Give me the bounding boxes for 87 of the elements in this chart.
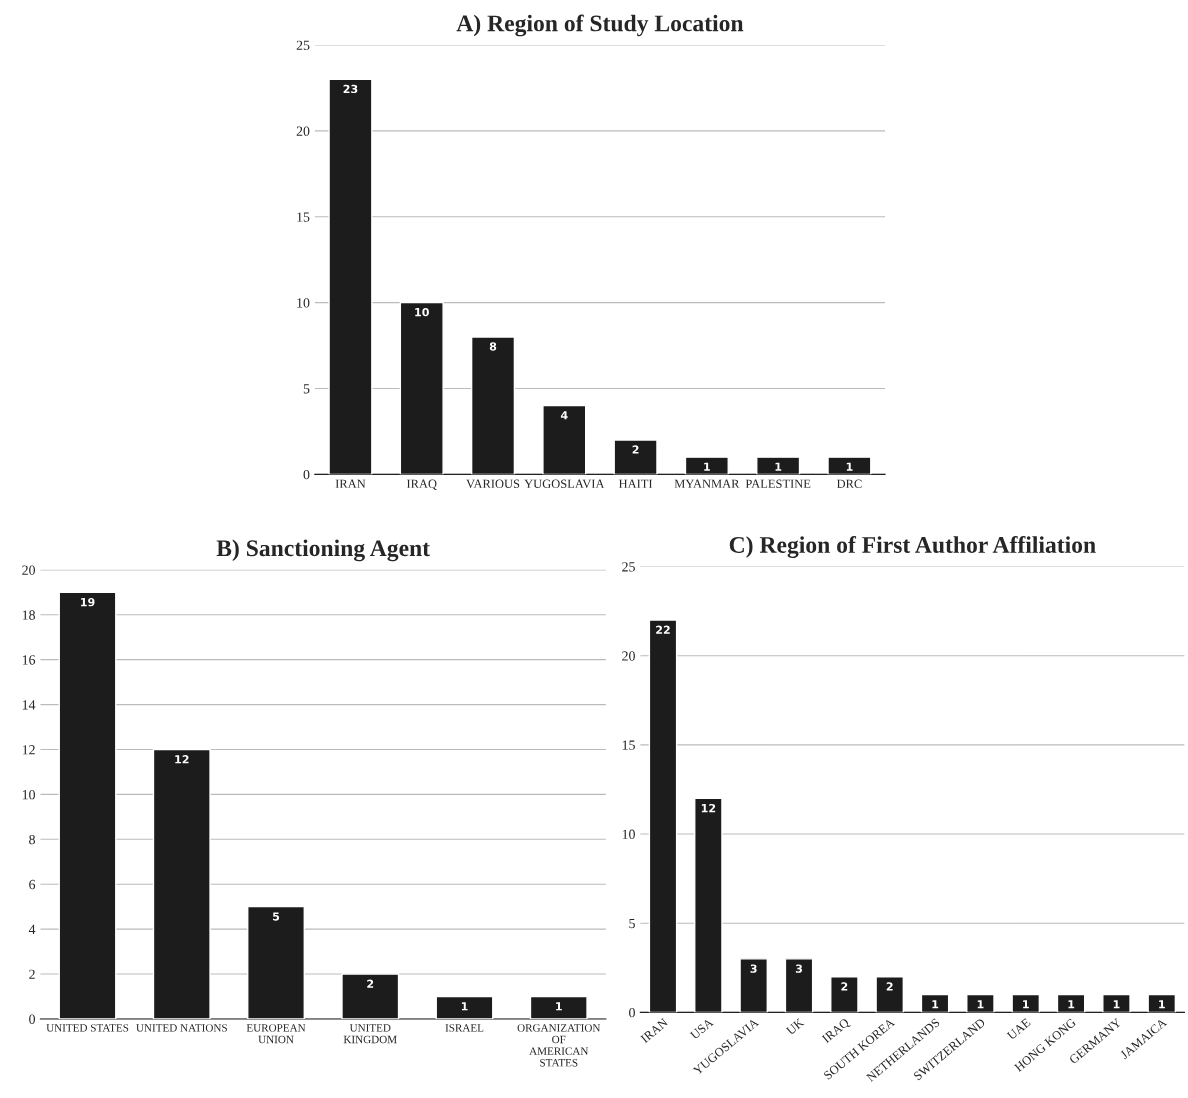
data-label: 3 [750,964,757,973]
y-tick-label: 6 [29,879,36,890]
x-tick-label: UNITED NATIONS [136,1024,227,1032]
bar [784,958,814,1013]
data-label: 2 [841,982,848,991]
data-label: 1 [977,1000,984,1009]
bar [920,993,950,1013]
bar [1056,993,1086,1013]
y-tick-label: 2 [29,969,35,979]
y-tick-label: 25 [622,562,635,572]
x-tick-label: EUROPEAN UNION [246,1024,306,1044]
bar [470,336,516,475]
y-tick-label: 20 [296,126,310,136]
y-tick-label: 20 [622,651,635,661]
data-label: 23 [343,84,358,94]
data-label: 1 [1068,1000,1075,1009]
x-tick-label: UNITED STATES [46,1024,129,1032]
data-label: 1 [932,1000,939,1009]
x-tick-label: UK [785,1017,805,1036]
data-label: 1 [556,1002,562,1011]
x-tick-label: HAITI [618,479,653,488]
bar [827,456,872,475]
data-label: 1 [1113,1000,1120,1009]
y-tick-label: 5 [303,384,310,394]
chart-title: B) Sanctioning Agent [216,539,430,562]
chart-title: C) Region of First Author Affiliation [729,536,1096,558]
y-tick-label: 10 [22,789,35,800]
data-label: 8 [489,342,497,351]
y-tick-label: 0 [29,1014,35,1024]
bar [1011,993,1041,1013]
y-tick-label: 15 [622,740,635,750]
y-tick-label: 16 [22,655,36,665]
bar [830,975,859,1013]
x-tick-label: UNITED KINGDOM [343,1024,397,1044]
x-tick-label: VARIOUS [466,479,520,489]
data-label: 1 [775,462,782,471]
y-tick-label: 18 [22,610,35,620]
bar [542,404,587,475]
y-tick-label: 8 [29,834,35,845]
y-tick-label: 20 [22,565,35,575]
data-label: 5 [273,912,280,921]
data-label: 10 [415,307,429,317]
bar [613,439,658,475]
y-tick-label: 25 [296,40,310,50]
data-label: 1 [846,462,853,471]
data-label: 22 [656,625,670,634]
x-tick-label: DRC [836,479,862,488]
data-label: 2 [367,979,374,988]
bar [875,975,905,1013]
bar [1102,993,1131,1013]
y-tick-label: 15 [297,212,310,222]
data-label: 1 [704,462,710,471]
bar [648,619,678,1013]
bar [966,993,995,1013]
x-tick-label: MYANMAR [674,479,740,488]
data-label: 4 [560,411,568,420]
y-tick-label: 5 [629,918,635,929]
x-tick-label: IRAQ [406,479,437,490]
bar [684,456,729,475]
bar [328,78,373,475]
x-tick-label: YUGOSLAVIA [524,479,605,489]
data-label: 1 [1023,1000,1029,1009]
data-label: 1 [461,1002,468,1011]
y-tick-label: 10 [297,298,310,308]
y-tick-label: 10 [622,829,635,839]
chart-title: A) Region of Study Location [456,14,744,37]
bar [399,301,444,475]
data-label: 1 [1159,1000,1165,1009]
bar [739,958,768,1013]
x-tick-label: ISRAEL [445,1024,484,1032]
bar [1147,993,1177,1013]
bar [694,797,723,1013]
x-tick-label: IRAN [335,479,366,488]
x-tick-label: PALESTINE [745,479,811,488]
y-tick-label: 4 [28,924,36,934]
y-tick-label: 0 [629,1007,635,1018]
data-label: 3 [795,964,803,973]
y-tick-label: 14 [22,700,36,710]
y-tick-label: 12 [22,745,35,755]
data-label: 2 [886,982,893,991]
data-label: 12 [175,755,189,764]
data-label: 12 [701,803,716,813]
bar [756,456,801,475]
x-tick-label: ORGANIZATION OF AMERICAN STATES [517,1024,601,1067]
data-label: 19 [81,597,95,607]
y-tick-label: 0 [303,469,310,480]
x-tick-label: UAE [1006,1017,1031,1041]
